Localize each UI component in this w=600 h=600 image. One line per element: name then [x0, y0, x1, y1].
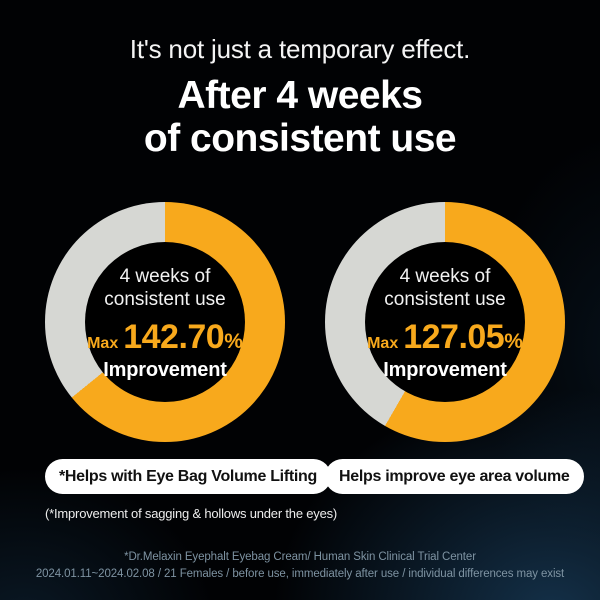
donut-chart-eye-bag: 4 weeks of consistent use Max 142.70 % I…	[45, 202, 285, 442]
metric-prefix: Max	[87, 334, 119, 352]
metric-value: 127.05	[403, 317, 505, 356]
benefit-pill-eye-bag: *Helps with Eye Bag Volume Lifting	[45, 459, 331, 494]
chart-group-eye-bag: 4 weeks of consistent use Max 142.70 % I…	[45, 202, 338, 521]
center-label-line1: 4 weeks of	[119, 265, 211, 287]
donut-chart-eye-area: 4 weeks of consistent use Max 127.05 % I…	[325, 202, 565, 442]
chart-group-eye-area: 4 weeks of consistent use Max 127.05 % I…	[325, 202, 584, 494]
pill-row-eye-area: Helps improve eye area volume	[325, 459, 584, 494]
donut-center-label-eye-bag: 4 weeks of consistent use Max 142.70 % I…	[85, 242, 245, 402]
disclaimer-line1: *Dr.Melaxin Eyephalt Eyebag Cream/ Human…	[124, 551, 476, 563]
metric-prefix: Max	[367, 334, 399, 352]
center-label-line1: 4 weeks of	[399, 265, 491, 287]
tagline-text: It's not just a temporary effect.	[129, 34, 471, 64]
metric-value: 142.70	[123, 317, 225, 356]
percent-sign: %	[504, 329, 523, 353]
percent-sign: %	[224, 329, 243, 353]
center-label-line2: consistent use	[384, 288, 506, 310]
heading-line-2: of consistent use	[143, 116, 457, 160]
metric-label: Improvement	[383, 358, 507, 381]
heading-line-1: After 4 weeks	[177, 74, 423, 117]
disclaimer-line2: 2024.01.11~2024.02.08 / 21 Females / bef…	[35, 568, 565, 580]
donut-center-label-eye-area: 4 weeks of consistent use Max 127.05 % I…	[365, 242, 525, 402]
metric-row: Max 127.05 %	[367, 318, 523, 357]
main-heading: After 4 weeks of consistent use	[0, 74, 600, 160]
center-label-line2: consistent use	[104, 288, 226, 310]
metric-row: Max 142.70 %	[87, 318, 243, 357]
header: It's not just a temporary effect. After …	[0, 34, 600, 160]
pill-row-eye-bag: *Helps with Eye Bag Volume Lifting	[45, 459, 331, 494]
eye-bag-footnote: (*Improvement of sagging & hollows under…	[45, 506, 338, 521]
metric-label: Improvement	[103, 358, 227, 381]
benefit-pill-eye-area: Helps improve eye area volume	[325, 459, 584, 494]
clinical-trial-disclaimer: *Dr.Melaxin Eyephalt Eyebag Cream/ Human…	[0, 549, 600, 583]
